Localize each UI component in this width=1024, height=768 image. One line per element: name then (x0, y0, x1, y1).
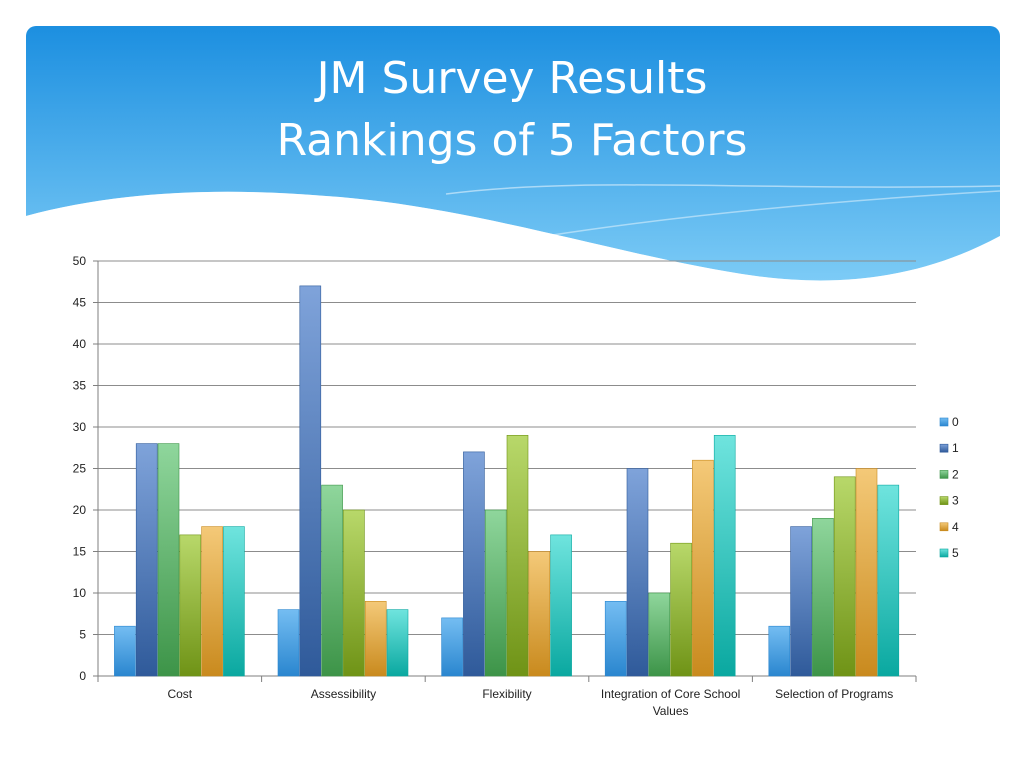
y-tick-label: 15 (73, 545, 87, 559)
x-category-label: Cost (167, 687, 192, 701)
y-tick-label: 25 (73, 462, 87, 476)
bar-series-2-cat-3 (648, 592, 671, 677)
title-line-1: JM Survey Results (316, 53, 708, 104)
slide-header (26, 26, 1000, 286)
bar-series-3-cat-0 (179, 534, 202, 677)
y-tick-label: 50 (73, 254, 87, 268)
bar-series-1-cat-4 (790, 526, 812, 677)
y-tick-label: 40 (73, 337, 87, 351)
x-category-label: Flexibility (482, 687, 531, 701)
legend-label-5: 5 (952, 546, 959, 560)
slide-title: JM Survey Results Rankings of 5 Factors (0, 48, 1024, 172)
legend-swatch-4 (939, 522, 949, 532)
bar-series-5-cat-4 (877, 484, 900, 677)
header-wave-background (26, 26, 1000, 286)
bar-series-0-cat-0 (114, 625, 136, 677)
bar-series-3-cat-4 (833, 476, 856, 677)
bar-series-2-cat-0 (157, 443, 180, 677)
legend-swatch-5 (939, 548, 949, 558)
bar-series-3-cat-2 (506, 434, 529, 677)
legend-label-1: 1 (952, 441, 959, 455)
bar-series-5-cat-3 (713, 434, 736, 677)
y-tick-label: 20 (73, 503, 87, 517)
y-tick-label: 35 (73, 379, 87, 393)
bar-series-3-cat-3 (670, 542, 692, 677)
bar-series-4-cat-0 (201, 526, 223, 677)
bar-series-1-cat-0 (135, 443, 158, 677)
bar-series-0-cat-2 (441, 617, 463, 677)
bar-series-2-cat-2 (484, 509, 507, 677)
bar-series-5-cat-1 (386, 609, 409, 677)
legend-swatch-0 (939, 417, 949, 427)
bar-series-1-cat-3 (626, 468, 649, 677)
legend-label-3: 3 (952, 494, 959, 508)
y-tick-label: 10 (73, 586, 87, 600)
legend-label-2: 2 (952, 467, 959, 481)
y-tick-label: 45 (73, 296, 87, 310)
bar-series-5-cat-0 (223, 526, 245, 677)
x-category-label: Integration of Core School (601, 687, 740, 701)
bar-series-3-cat-1 (343, 509, 365, 677)
bar-series-4-cat-3 (692, 459, 714, 677)
legend-swatch-3 (939, 496, 949, 505)
y-tick-label: 0 (79, 669, 86, 683)
bar-series-4-cat-1 (364, 600, 387, 677)
legend-label-0: 0 (952, 415, 959, 429)
bar-series-0-cat-3 (604, 600, 627, 677)
bar-series-4-cat-2 (528, 551, 551, 677)
bar-series-1-cat-1 (299, 285, 322, 677)
x-category-label: Selection of Programs (775, 687, 893, 701)
x-category-label: Assessibility (311, 687, 376, 701)
y-tick-label: 5 (79, 628, 86, 642)
x-category-label: Values (653, 704, 689, 718)
bar-series-0-cat-1 (277, 609, 300, 677)
title-line-2: Rankings of 5 Factors (276, 115, 748, 166)
legend-label-4: 4 (952, 520, 959, 534)
y-tick-label: 30 (73, 420, 87, 434)
legend-swatch-1 (939, 443, 949, 453)
bar-series-5-cat-2 (550, 534, 572, 677)
bar-series-1-cat-2 (463, 451, 485, 677)
bar-series-2-cat-1 (321, 484, 343, 677)
legend-swatch-2 (939, 470, 949, 479)
bar-series-4-cat-4 (855, 468, 878, 677)
bar-series-2-cat-4 (812, 517, 834, 677)
bar-series-0-cat-4 (768, 625, 791, 677)
